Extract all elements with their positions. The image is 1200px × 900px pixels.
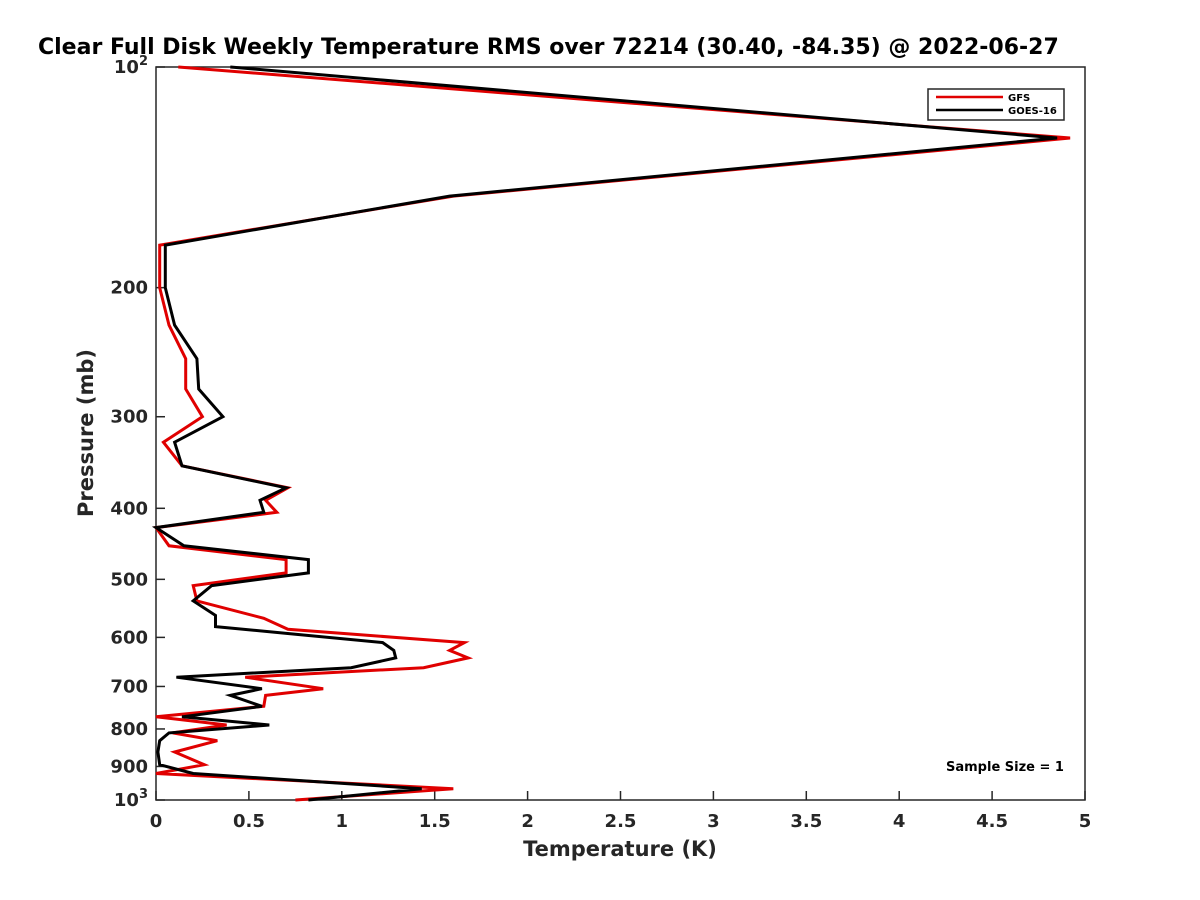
x-tick-label: 4.5 [976,811,1008,832]
x-tick-label: 5 [1079,811,1092,832]
legend: GFS GOES-16 [927,88,1065,121]
y-tick-label: 500 [110,569,148,590]
y-tick-label: 700 [110,676,148,697]
x-tick-label: 2.5 [605,811,637,832]
y-axis: 102 200 300 400 500 600 700 800 900 103 [110,54,165,811]
x-tick-label: 3 [707,811,720,832]
x-tick-label: 1 [336,811,349,832]
y-tick-label: 400 [110,498,148,519]
y-tick-label: 800 [110,719,148,740]
x-tick-label: 0.5 [233,811,265,832]
y-tick-label: 300 [110,407,148,428]
y-tick-label: 900 [110,756,148,777]
chart-title: Clear Full Disk Weekly Temperature RMS o… [38,35,1059,60]
y-tick-label: 103 [114,787,148,811]
x-tick-label: 2 [521,811,534,832]
series-line-goes16 [151,65,1058,802]
legend-box [927,88,1065,121]
x-axis: 0 0.5 1 1.5 2 2.5 3 3.5 4 4.5 5 [150,791,1092,832]
x-tick-label: 1.5 [419,811,451,832]
series-line-gfs [153,65,1071,802]
sample-size-note: Sample Size = 1 [946,760,1064,775]
plot-lines [151,65,1071,802]
y-tick-label: 200 [110,278,148,299]
legend-label-gfs: GFS [1008,93,1030,104]
x-tick-label: 3.5 [790,811,822,832]
x-tick-label: 4 [893,811,906,832]
y-tick-label: 600 [110,627,148,648]
y-tick-label: 102 [114,54,148,78]
x-axis-label: Temperature (K) [523,837,717,861]
plot-frame [155,66,1086,801]
y-axis-label: Pressure (mb) [74,349,98,517]
legend-label-goes16: GOES-16 [1008,106,1057,117]
x-tick-label: 0 [150,811,163,832]
